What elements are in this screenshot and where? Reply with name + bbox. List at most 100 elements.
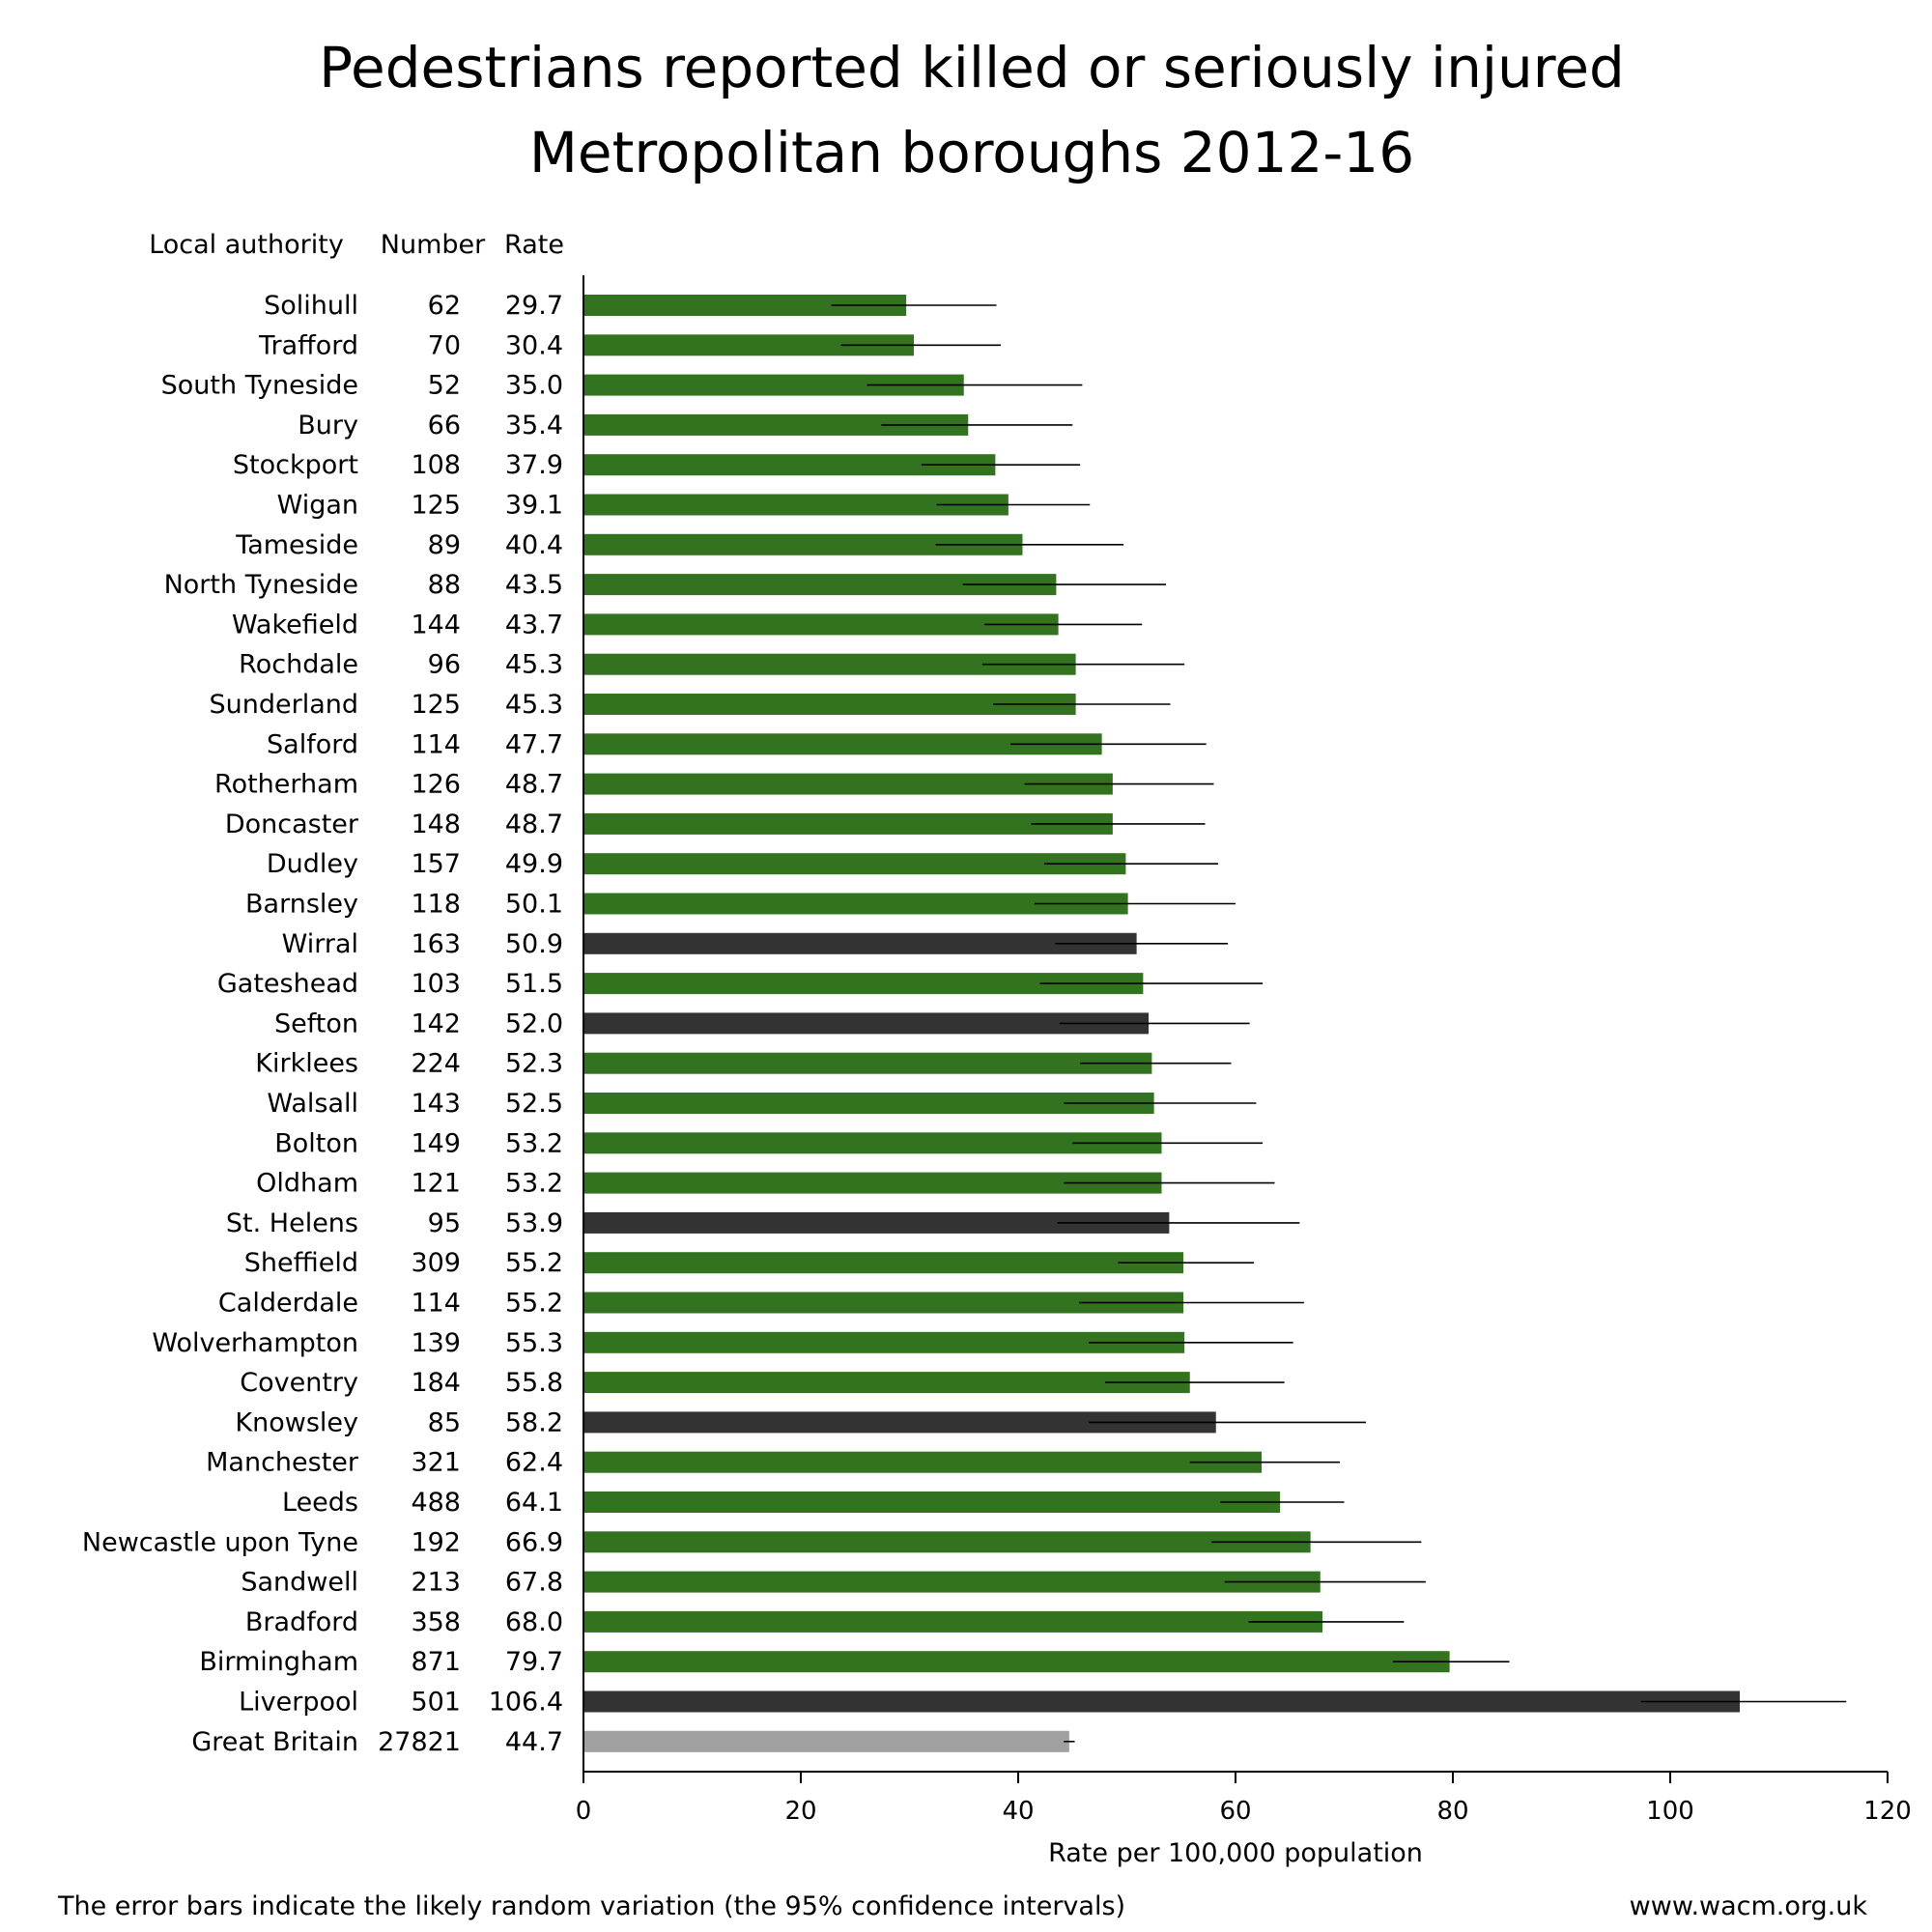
row-bolton: Bolton 149 53.2 (274, 1128, 1264, 1158)
row-sheffield: Sheffield 309 55.2 (244, 1248, 1255, 1278)
authority-label: Leeds (282, 1488, 358, 1518)
authority-label: Barnsley (245, 890, 358, 920)
row-wolverhampton: Wolverhampton 139 55.3 (152, 1328, 1293, 1358)
number-label: 126 (411, 770, 461, 800)
number-label: 125 (411, 491, 461, 521)
number-label: 85 (428, 1407, 461, 1437)
authority-label: St. Helens (226, 1208, 358, 1238)
rate-label: 55.8 (505, 1368, 563, 1398)
authority-label: Bury (298, 411, 358, 440)
rate-label: 45.3 (505, 690, 563, 720)
rate-bar (584, 1690, 1740, 1713)
rate-bar (584, 653, 1076, 675)
rate-label: 35.4 (505, 411, 563, 440)
rate-label: 35.0 (505, 371, 563, 401)
rate-bar (584, 1730, 1069, 1752)
rate-label: 52.0 (505, 1009, 563, 1038)
rate-label: 62.4 (505, 1448, 563, 1478)
number-label: 125 (411, 690, 461, 720)
row-bury: Bury 66 35.4 (298, 411, 1073, 440)
rate-bar (584, 1012, 1149, 1035)
row-knowsley: Knowsley 85 58.2 (235, 1407, 1366, 1437)
column-header-number: Number (381, 230, 486, 260)
authority-label: Wolverhampton (152, 1328, 358, 1358)
rate-bar (584, 1571, 1321, 1593)
x-tick-label: 20 (784, 1797, 816, 1826)
number-label: 62 (428, 291, 461, 321)
number-label: 66 (428, 411, 461, 440)
number-label: 501 (411, 1688, 461, 1718)
rate-label: 67.8 (505, 1568, 563, 1598)
rate-bar (584, 533, 1023, 555)
rate-label: 45.3 (505, 650, 563, 680)
x-tick-label: 100 (1646, 1797, 1694, 1826)
authority-label: North Tyneside (164, 570, 358, 600)
number-label: 192 (411, 1527, 461, 1557)
rate-label: 53.2 (505, 1128, 563, 1158)
row-bradford: Bradford 358 68.0 (245, 1607, 1405, 1637)
row-wigan: Wigan 125 39.1 (277, 491, 1091, 521)
authority-label: Stockport (233, 450, 358, 480)
row-gateshead: Gateshead 103 51.5 (217, 969, 1264, 999)
row-calderdale: Calderdale 114 55.2 (218, 1289, 1304, 1319)
rate-bar (584, 1292, 1183, 1314)
number-label: 871 (411, 1647, 461, 1677)
number-label: 148 (411, 810, 461, 839)
number-label: 95 (428, 1208, 461, 1238)
authority-label: Sandwell (241, 1568, 358, 1598)
authority-label: Wirral (282, 929, 358, 959)
number-label: 108 (411, 450, 461, 480)
row-great-britain: Great Britain 27821 44.7 (191, 1727, 1075, 1757)
x-tick-label: 80 (1436, 1797, 1468, 1826)
rate-label: 51.5 (505, 969, 563, 999)
row-north-tyneside: North Tyneside 88 43.5 (164, 570, 1166, 600)
row-coventry: Coventry 184 55.8 (240, 1368, 1285, 1398)
rate-label: 48.7 (505, 810, 563, 839)
number-label: 224 (411, 1049, 461, 1079)
number-label: 52 (428, 371, 461, 401)
rate-label: 52.5 (505, 1089, 563, 1119)
rate-label: 49.9 (505, 849, 563, 879)
bar-rows: Solihull 62 29.7 Trafford 70 30.4 South Tynesi… (82, 291, 1847, 1757)
rate-bar (584, 1492, 1281, 1513)
rate-label: 30.4 (505, 330, 563, 360)
number-label: 27821 (378, 1727, 461, 1757)
authority-label: Liverpool (239, 1688, 358, 1718)
rate-label: 29.7 (505, 291, 563, 321)
row-stockport: Stockport 108 37.9 (233, 450, 1081, 480)
rate-bar (584, 574, 1057, 596)
x-tick-label: 40 (1002, 1797, 1034, 1826)
rate-bar (584, 1411, 1216, 1434)
rate-label: 50.9 (505, 929, 563, 959)
row-dudley: Dudley 157 49.9 (267, 849, 1218, 879)
row-sandwell: Sandwell 213 67.8 (241, 1568, 1426, 1598)
number-label: 488 (411, 1488, 461, 1518)
rate-bar (584, 413, 969, 436)
rate-bar (584, 1610, 1322, 1633)
authority-label: Wakefield (232, 610, 358, 639)
row-leeds: Leeds 488 64.1 (282, 1488, 1345, 1518)
rate-bar (584, 853, 1126, 875)
rate-label: 53.9 (505, 1208, 563, 1238)
column-header-authority: Local authority (149, 230, 344, 260)
rate-bar (584, 1172, 1162, 1194)
footnote-error-bars: The error bars indicate the likely rando… (57, 1891, 1125, 1921)
number-label: 157 (411, 849, 461, 879)
x-axis-title: Rate per 100,000 population (1048, 1838, 1423, 1868)
rate-bar (584, 1451, 1262, 1473)
chart-title: Pedestrians reported killed or seriously… (319, 35, 1625, 100)
row-birmingham: Birmingham 871 79.7 (199, 1647, 1510, 1677)
number-label: 121 (411, 1169, 461, 1199)
row-rochdale: Rochdale 96 45.3 (239, 650, 1185, 680)
authority-label: Doncaster (225, 810, 359, 839)
rate-label: 44.7 (505, 1727, 563, 1757)
authority-label: Knowsley (235, 1407, 358, 1437)
rate-bar (584, 494, 1009, 516)
rate-bar (584, 1651, 1450, 1673)
rate-label: 52.3 (505, 1049, 563, 1079)
number-label: 149 (411, 1128, 461, 1158)
rate-label: 50.1 (505, 890, 563, 920)
x-tick-label: 0 (576, 1797, 592, 1826)
rate-bar (584, 1093, 1154, 1114)
rate-bar (584, 773, 1113, 795)
